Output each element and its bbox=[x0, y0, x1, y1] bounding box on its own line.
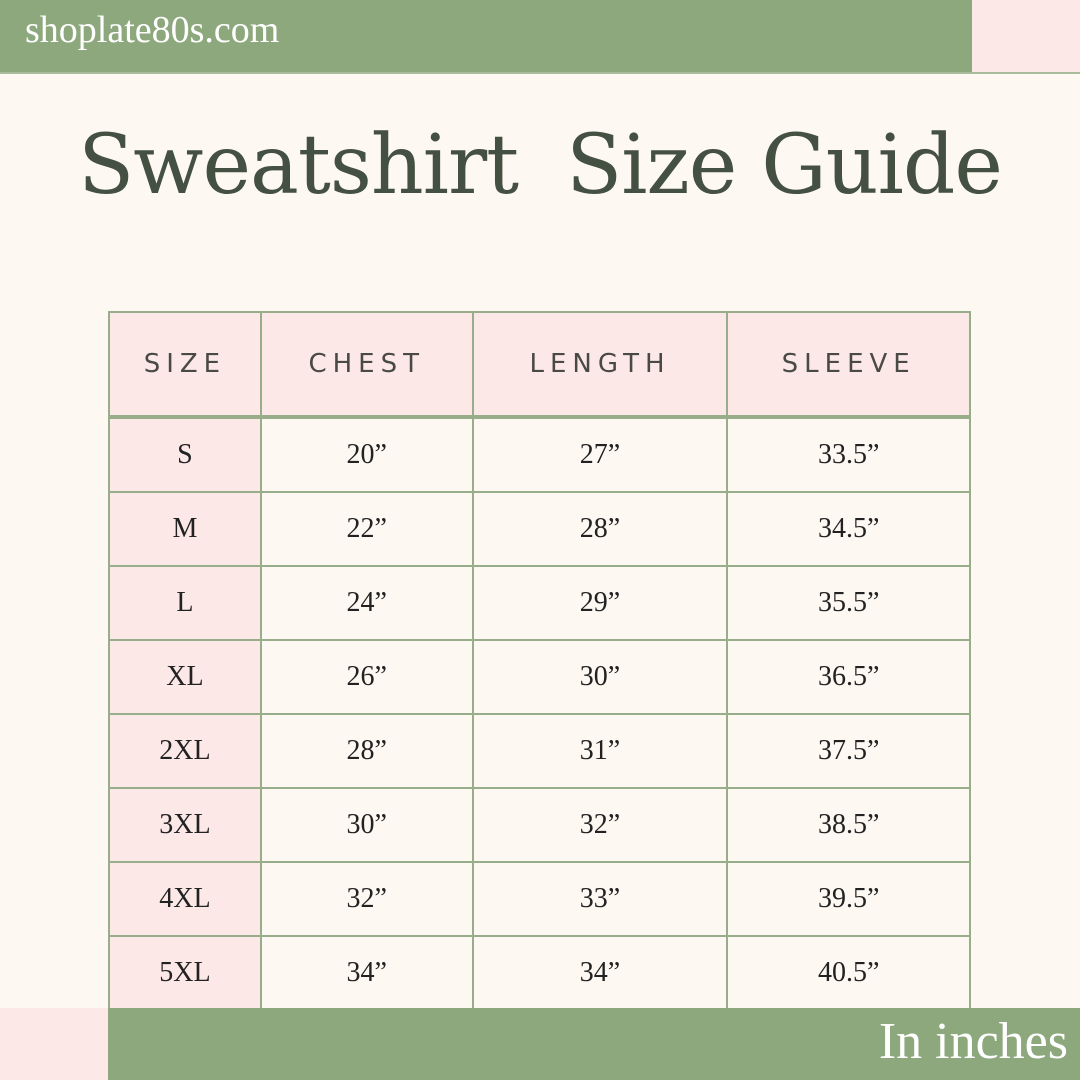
column-header: SIZE bbox=[108, 311, 262, 418]
bottom-banner: In inches bbox=[108, 1008, 1080, 1080]
size-cell: L bbox=[108, 565, 262, 641]
site-name: shoplate80s.com bbox=[25, 9, 280, 51]
measurement-cell: 20” bbox=[259, 415, 474, 493]
table-row: 4XL 32” 33” 39.5” bbox=[108, 861, 971, 937]
size-cell: S bbox=[108, 415, 262, 493]
units-note: In inches bbox=[878, 1013, 1068, 1070]
size-cell: XL bbox=[108, 639, 262, 715]
top-banner: shoplate80s.com bbox=[0, 0, 972, 74]
column-header: CHEST bbox=[259, 311, 474, 418]
size-cell: 4XL bbox=[108, 861, 262, 937]
measurement-cell: 32” bbox=[259, 861, 474, 937]
measurement-cell: 39.5” bbox=[726, 861, 971, 937]
title-part-2: Size Guide bbox=[566, 118, 1003, 213]
table-row: 5XL 34” 34” 40.5” bbox=[108, 935, 971, 1011]
measurement-cell: 32” bbox=[471, 787, 729, 863]
table-row: XL 26” 30” 36.5” bbox=[108, 639, 971, 715]
measurement-cell: 31” bbox=[471, 713, 729, 789]
measurement-cell: 26” bbox=[259, 639, 474, 715]
size-cell: M bbox=[108, 491, 262, 567]
measurement-cell: 34” bbox=[471, 935, 729, 1011]
measurement-cell: 34.5” bbox=[726, 491, 971, 567]
corner-decoration bbox=[0, 1008, 108, 1080]
measurement-cell: 24” bbox=[259, 565, 474, 641]
measurement-cell: 28” bbox=[471, 491, 729, 567]
column-header: LENGTH bbox=[471, 311, 729, 418]
measurement-cell: 30” bbox=[259, 787, 474, 863]
page-title: Sweatshirt Size Guide bbox=[0, 118, 1080, 213]
size-cell: 2XL bbox=[108, 713, 262, 789]
table-row: S 20” 27” 33.5” bbox=[108, 415, 971, 493]
measurement-cell: 34” bbox=[259, 935, 474, 1011]
measurement-cell: 40.5” bbox=[726, 935, 971, 1011]
measurement-cell: 33” bbox=[471, 861, 729, 937]
size-cell: 5XL bbox=[108, 935, 262, 1011]
table-row: 3XL 30” 32” 38.5” bbox=[108, 787, 971, 863]
column-header: SLEEVE bbox=[726, 311, 971, 418]
table-row: M 22” 28” 34.5” bbox=[108, 491, 971, 567]
table-header: SIZE CHEST LENGTH SLEEVE bbox=[108, 311, 971, 418]
title-part-1: Sweatshirt bbox=[78, 118, 519, 213]
size-cell: 3XL bbox=[108, 787, 262, 863]
measurement-cell: 33.5” bbox=[726, 415, 971, 493]
table-row: L 24” 29” 35.5” bbox=[108, 565, 971, 641]
measurement-cell: 28” bbox=[259, 713, 474, 789]
size-table: SIZE CHEST LENGTH SLEEVE S 20” 27” 33.5” M 22” 28… bbox=[108, 311, 971, 1011]
table-row: 2XL 28” 31” 37.5” bbox=[108, 713, 971, 789]
measurement-cell: 30” bbox=[471, 639, 729, 715]
measurement-cell: 36.5” bbox=[726, 639, 971, 715]
measurement-cell: 38.5” bbox=[726, 787, 971, 863]
corner-decoration bbox=[972, 0, 1080, 74]
measurement-cell: 22” bbox=[259, 491, 474, 567]
measurement-cell: 35.5” bbox=[726, 565, 971, 641]
measurement-cell: 29” bbox=[471, 565, 729, 641]
measurement-cell: 27” bbox=[471, 415, 729, 493]
measurement-cell: 37.5” bbox=[726, 713, 971, 789]
